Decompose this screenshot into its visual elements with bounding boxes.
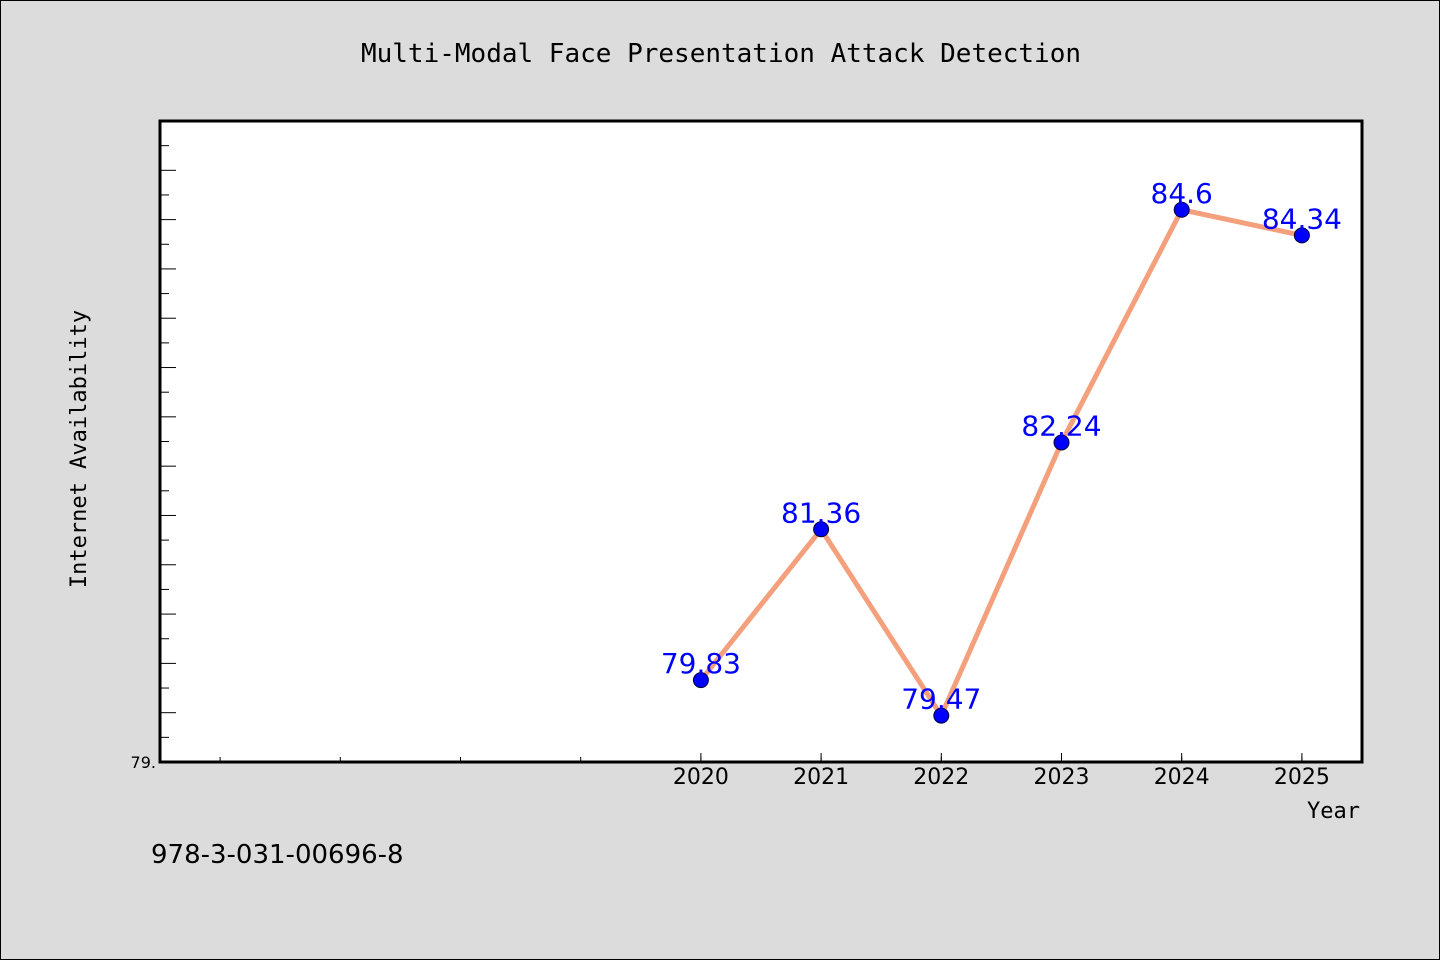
y-axis-ticks: [160, 120, 176, 763]
y-axis-label: Internet Availability: [67, 310, 92, 588]
series-group: 79.83 81.36 79.47 82.24 84.6 84.34: [661, 177, 1342, 724]
x-axis-label: Year: [1307, 799, 1360, 824]
data-point: [1293, 227, 1310, 244]
data-point: [1173, 201, 1190, 218]
data-label: 81.36: [781, 496, 861, 529]
data-point: [692, 672, 709, 689]
data-label: 82.24: [1021, 409, 1101, 442]
chart-title: Multi-Modal Face Presentation Attack Det…: [361, 39, 1081, 69]
x-tick-label: 2022: [913, 765, 969, 790]
series-line: [698, 206, 1303, 721]
x-tick-label: 2021: [793, 765, 849, 790]
data-label: 79.83: [661, 647, 741, 680]
x-tick-label: 2024: [1154, 765, 1210, 790]
data-point: [813, 521, 830, 538]
x-tick-label: 2023: [1034, 765, 1090, 790]
x-tick-label: 2025: [1274, 765, 1330, 790]
data-point: [1053, 434, 1070, 451]
data-point: [933, 707, 950, 724]
data-label: 84.6: [1151, 177, 1213, 210]
data-label: 79.47: [901, 683, 981, 716]
data-label: 84.34: [1262, 202, 1342, 235]
x-tick-label: 2020: [673, 765, 729, 790]
y-tick-label: 79.: [131, 753, 156, 772]
plot-area: [158, 119, 1364, 764]
footer-isbn: 978-3-031-00696-8: [151, 840, 404, 870]
x-axis-ticks: 2020 2021 2022 2023 2024 2025: [219, 753, 1330, 790]
